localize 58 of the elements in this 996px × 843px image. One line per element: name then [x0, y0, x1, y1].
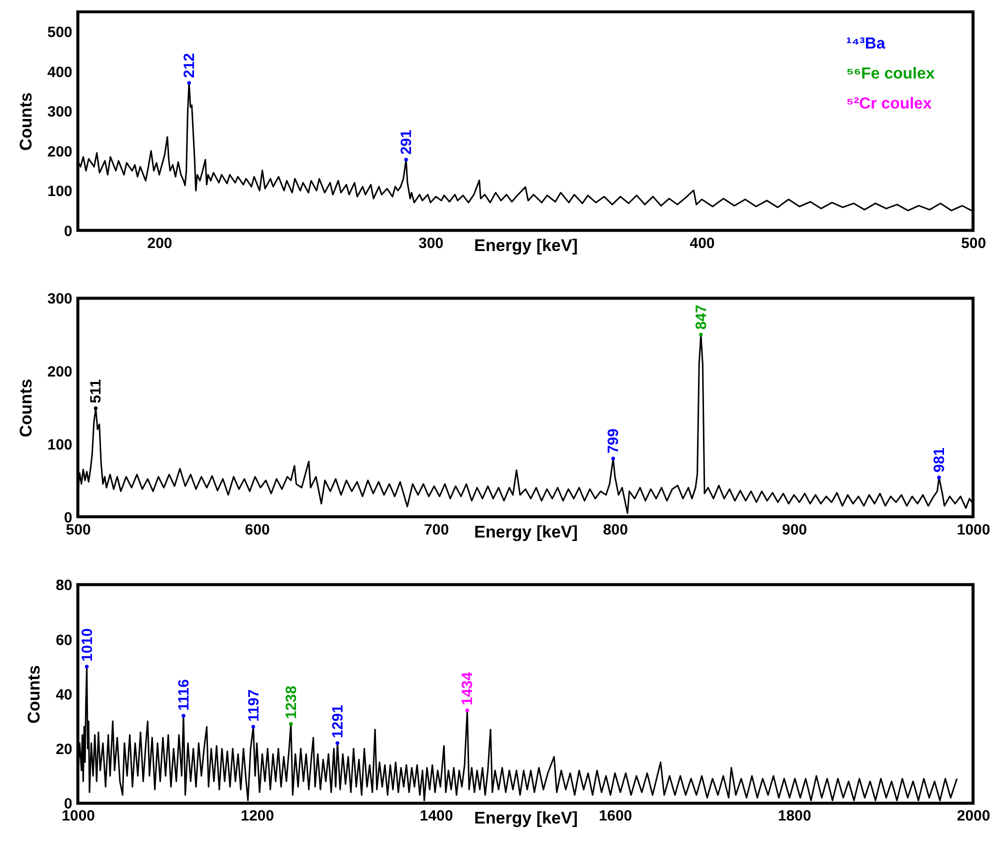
point [465, 708, 470, 712]
x-tick-label: 1800 [778, 808, 812, 825]
y-tick-label: 0 [64, 222, 72, 240]
x-tick-label: 700 [424, 521, 449, 538]
point [251, 724, 256, 729]
x-tick-label: 600 [244, 521, 270, 538]
y-tick-label: 300 [47, 290, 72, 308]
annotation: 847 [692, 304, 710, 330]
x-tick-label: 400 [690, 234, 715, 252]
point [94, 406, 98, 410]
x-tick-label: 500 [961, 234, 986, 252]
point [182, 714, 186, 718]
y-tick-label: 300 [47, 104, 72, 121]
y-tick-label: 400 [47, 64, 72, 81]
annotation: 511 [88, 379, 105, 404]
y-axis-title: Counts [24, 665, 44, 724]
x-tick-label: 1600 [598, 808, 632, 825]
x-tick-label: 200 [147, 234, 172, 252]
y-tick-label: 60 [56, 632, 72, 649]
x-tick-label: 2000 [956, 808, 990, 825]
x-tick-label: 300 [418, 234, 444, 252]
point [937, 476, 941, 480]
point [289, 722, 293, 726]
annotation: 1010 [78, 628, 96, 662]
y-tick-label: 500 [47, 24, 72, 42]
x-tick-label: 900 [782, 521, 807, 538]
x-tick-label: 1000 [956, 521, 990, 538]
point [699, 332, 703, 337]
annotation: 981 [931, 448, 948, 472]
point [84, 664, 89, 668]
annotation: 1116 [175, 679, 192, 711]
y-tick-label: 100 [47, 183, 72, 200]
x-tick-label: 800 [602, 521, 628, 538]
annotation: 1291 [329, 704, 346, 738]
y-tick-label: 100 [47, 436, 72, 454]
legend-label: ⁵²Cr coulex [846, 96, 932, 113]
y-tick-label: 200 [47, 364, 72, 381]
text: ¹⁴³Ba [846, 36, 886, 53]
annotation: 799 [605, 428, 622, 454]
y-tick-label: 200 [47, 143, 72, 160]
annotation: 291 [398, 130, 416, 155]
y-tick-label: 80 [56, 577, 72, 594]
y-axis-title: Counts [16, 378, 36, 438]
point [336, 741, 340, 745]
point [611, 456, 616, 460]
y-tick-label: 20 [56, 741, 72, 758]
x-axis-title: Energy [keV] [474, 808, 578, 828]
x-tick-label: 1200 [240, 808, 274, 825]
x-tick-label: 1400 [420, 808, 454, 825]
x-axis-title: Energy [keV] [474, 236, 578, 255]
x-axis-title: Energy [keV] [474, 522, 578, 542]
annotation: 1238 [282, 686, 300, 720]
y-tick-label: 40 [56, 686, 72, 704]
legend-label: ⁵⁶Fe coulex [846, 66, 935, 83]
annotation: 212 [181, 53, 198, 78]
y-axis-title: Counts [16, 92, 36, 151]
annotation: 1197 [245, 689, 262, 722]
annotation: 1434 [459, 671, 476, 706]
